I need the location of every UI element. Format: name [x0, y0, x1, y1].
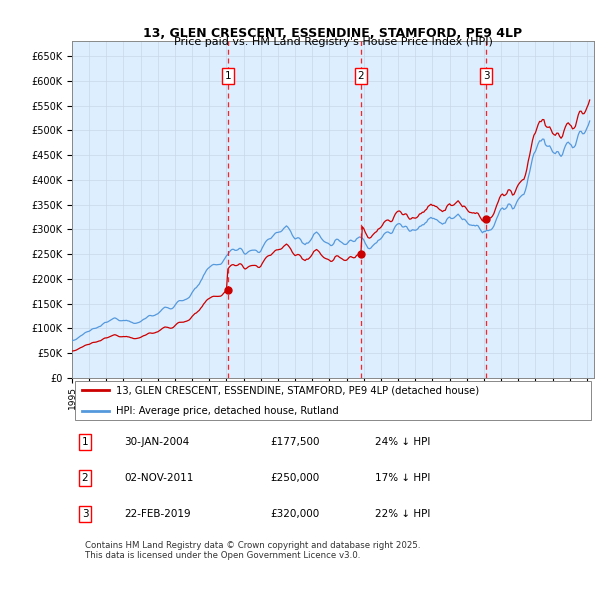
- Text: 24% ↓ HPI: 24% ↓ HPI: [375, 437, 430, 447]
- Text: 22% ↓ HPI: 22% ↓ HPI: [375, 509, 430, 519]
- Text: £177,500: £177,500: [271, 437, 320, 447]
- Text: 13, GLEN CRESCENT, ESSENDINE, STAMFORD, PE9 4LP (detached house): 13, GLEN CRESCENT, ESSENDINE, STAMFORD, …: [116, 385, 479, 395]
- Text: HPI: Average price, detached house, Rutland: HPI: Average price, detached house, Rutl…: [116, 406, 339, 416]
- Text: 3: 3: [483, 71, 490, 81]
- Text: 22-FEB-2019: 22-FEB-2019: [124, 509, 191, 519]
- Text: 1: 1: [224, 71, 231, 81]
- Text: 02-NOV-2011: 02-NOV-2011: [124, 473, 194, 483]
- Text: 1: 1: [82, 437, 88, 447]
- Text: 13, GLEN CRESCENT, ESSENDINE, STAMFORD, PE9 4LP: 13, GLEN CRESCENT, ESSENDINE, STAMFORD, …: [143, 27, 523, 40]
- Text: 17% ↓ HPI: 17% ↓ HPI: [375, 473, 430, 483]
- Text: 3: 3: [82, 509, 88, 519]
- Text: £250,000: £250,000: [271, 473, 320, 483]
- Text: Price paid vs. HM Land Registry's House Price Index (HPI): Price paid vs. HM Land Registry's House …: [173, 37, 493, 47]
- Text: Contains HM Land Registry data © Crown copyright and database right 2025.
This d: Contains HM Land Registry data © Crown c…: [85, 541, 421, 560]
- Text: £320,000: £320,000: [271, 509, 320, 519]
- Text: 2: 2: [358, 71, 364, 81]
- Text: 2: 2: [82, 473, 88, 483]
- FancyBboxPatch shape: [74, 381, 592, 419]
- Text: 30-JAN-2004: 30-JAN-2004: [124, 437, 190, 447]
